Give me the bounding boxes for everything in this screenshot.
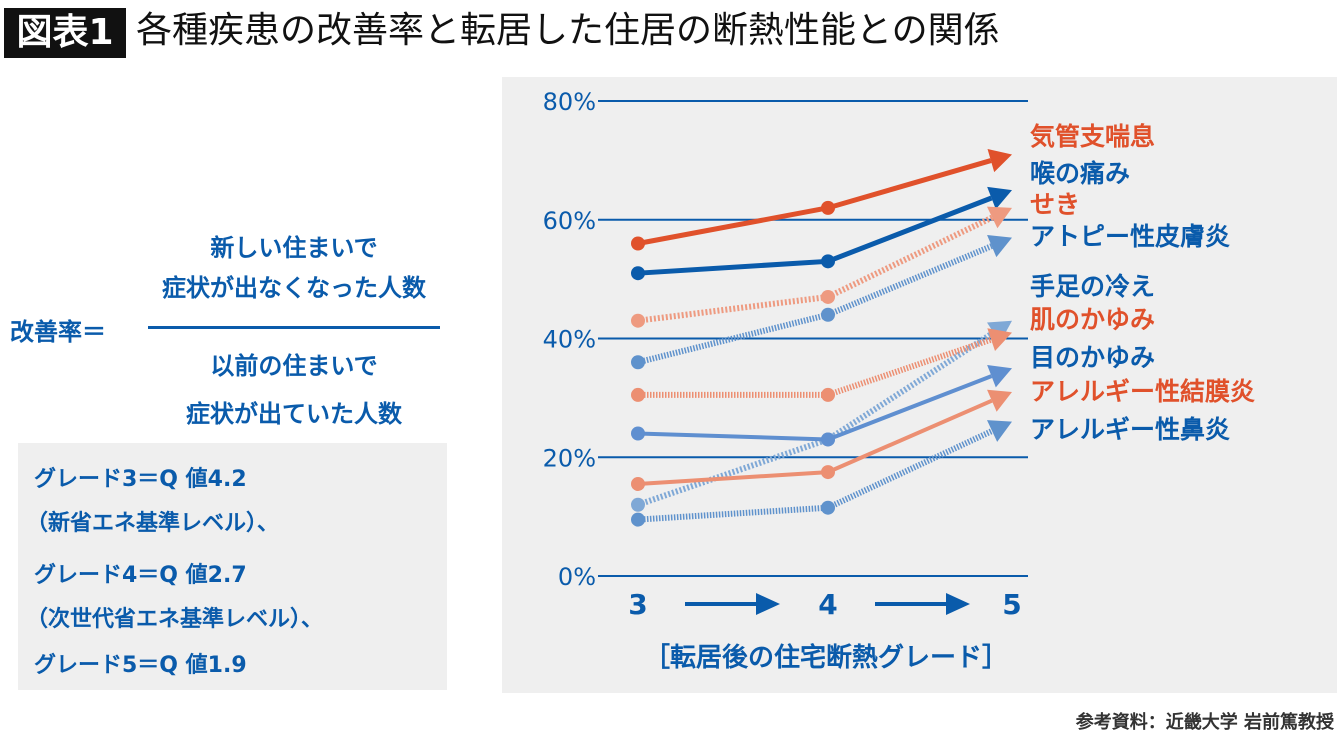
data-point (631, 476, 645, 491)
data-point (821, 307, 835, 322)
data-point (821, 500, 835, 515)
figure-tag: 図表1 (4, 8, 126, 58)
series-line (637, 398, 993, 486)
y-tick-label: 20% (543, 444, 596, 472)
series-9 (631, 420, 1012, 527)
series-label: せき (1030, 190, 1080, 219)
series-label: 喉の痛み (1030, 159, 1130, 188)
series-arrow-head (987, 389, 1012, 412)
series-4 (631, 235, 1012, 370)
y-tick-label: 80% (543, 88, 596, 116)
data-point (631, 426, 645, 441)
data-point (631, 236, 645, 251)
series-1 (631, 149, 1012, 251)
series-7 (631, 364, 1012, 447)
formula-numerator-2: 症状が出なくなった人数 (162, 274, 426, 302)
grade-note-box: グレード3＝Q 値4.2 （新省エネ基準レベル）、 グレード4＝Q 値2.7 （… (18, 443, 447, 690)
series-arrow-head (987, 186, 1012, 210)
series-arrow-head (987, 149, 1012, 173)
series-arrow-head (986, 420, 1012, 442)
x-tick-label: 3 (628, 588, 647, 621)
series-6 (631, 328, 1012, 402)
x-tick-label: 4 (818, 588, 837, 621)
series-label: 肌のかゆみ (1030, 305, 1155, 334)
series-line (637, 374, 993, 442)
data-point (631, 266, 645, 281)
formula-numerator-1: 新しい住まいで (210, 234, 378, 262)
formula-denominator-1: 以前の住まいで (210, 352, 378, 380)
grade-note: （新省エネ基準レベル）、 (26, 511, 280, 536)
data-point (821, 289, 835, 304)
grade-note: グレード3＝Q 値4.2 (34, 467, 247, 492)
data-point (631, 387, 645, 402)
series-label: 気管支喘息 (1030, 122, 1155, 151)
fraction-line (148, 326, 440, 329)
data-point (631, 497, 645, 512)
series-label: 手足の冷え (1030, 272, 1155, 301)
series-label: アレルギー性結膜炎 (1030, 377, 1255, 406)
series-arrow-head (987, 328, 1012, 351)
arrow-head-icon (946, 593, 970, 615)
data-point (631, 313, 645, 328)
series-8 (631, 389, 1012, 491)
data-point (631, 512, 645, 527)
y-tick-label: 40% (543, 326, 596, 354)
y-tick-label: 0% (558, 563, 596, 591)
data-point (631, 355, 645, 370)
series-label: アトピー性皮膚炎 (1030, 222, 1230, 251)
series-3 (631, 206, 1012, 328)
grade-note: グレード4＝Q 値2.7 (34, 563, 247, 588)
series-line (637, 214, 994, 324)
series-label: 目のかゆみ (1030, 343, 1155, 372)
data-point (821, 432, 835, 447)
series-arrow-head (987, 235, 1012, 258)
series-line (637, 158, 992, 246)
data-point (821, 465, 835, 480)
series-arrow-head (987, 364, 1012, 388)
arrow-head-icon (756, 593, 780, 615)
grade-note: グレード5＝Q 値1.9 (34, 653, 247, 678)
source-note: 参考資料：近畿大学 岩前篤教授 (1075, 712, 1334, 733)
series-label: アレルギー性鼻炎 (1030, 415, 1230, 444)
grade-note: （次世代省エネ基準レベル）、 (26, 607, 324, 632)
formula-denominator-2: 症状が出ていた人数 (186, 400, 402, 428)
series-arrow-head (986, 206, 1012, 229)
series-2 (631, 186, 1012, 281)
x-axis-label: ［転居後の住宅断熱グレード］ (644, 642, 1008, 673)
data-point (821, 254, 835, 269)
page-title: 各種疾患の改善率と転居した住居の断熱性能との関係 (136, 10, 1000, 51)
data-point (821, 200, 835, 215)
formula-label: 改善率＝ (10, 318, 106, 346)
y-tick-label: 60% (543, 207, 596, 235)
data-point (821, 387, 835, 402)
series-line (637, 428, 994, 523)
x-tick-label: 5 (1002, 588, 1021, 621)
